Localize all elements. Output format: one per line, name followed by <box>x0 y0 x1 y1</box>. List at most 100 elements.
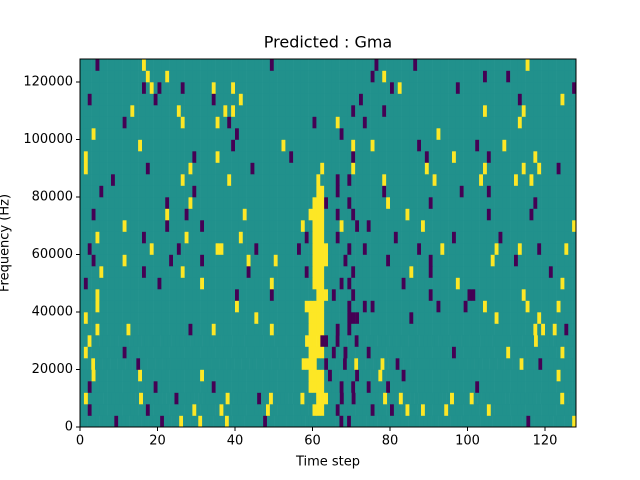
heatmap-cell <box>161 277 166 290</box>
heatmap-cell <box>188 59 193 71</box>
heatmap-cell <box>568 415 573 428</box>
heatmap-cell <box>455 162 461 175</box>
heatmap-cell <box>331 277 337 290</box>
heatmap-cell <box>145 381 151 393</box>
heatmap-cell <box>122 93 127 106</box>
heatmap-cell <box>196 70 201 83</box>
heatmap-cell <box>502 312 507 324</box>
heatmap-cell <box>544 392 549 405</box>
heatmap-cell <box>207 93 213 106</box>
heatmap-cell <box>83 266 89 278</box>
heatmap-cell <box>153 243 158 255</box>
heatmap-cell <box>107 381 112 393</box>
heatmap-cell <box>417 185 422 198</box>
heatmap-cell <box>339 185 344 198</box>
heatmap-cell <box>130 312 135 324</box>
heatmap-cell <box>537 197 542 209</box>
heatmap-cell <box>374 277 379 290</box>
heatmap-cell <box>324 93 329 106</box>
heatmap-cell <box>568 404 573 416</box>
heatmap-cell <box>149 369 154 382</box>
heatmap-cell <box>200 93 205 106</box>
heatmap-cell <box>502 381 507 393</box>
heatmap-cell <box>281 128 286 140</box>
heatmap-cell <box>506 116 511 129</box>
heatmap-cell <box>95 358 100 370</box>
heatmap-cell <box>552 220 557 232</box>
heatmap-cell <box>207 197 213 209</box>
heatmap-cell <box>545 335 550 347</box>
heatmap-cell <box>359 197 364 209</box>
heatmap-cell <box>556 82 561 94</box>
heatmap-cell <box>494 116 499 129</box>
heatmap-cell <box>556 392 561 405</box>
heatmap-cell <box>351 59 356 71</box>
heatmap-cell <box>277 197 282 209</box>
heatmap-cell <box>235 300 240 313</box>
heatmap-cell <box>328 231 333 244</box>
heatmap-cell <box>83 243 89 255</box>
heatmap-cell <box>207 289 213 301</box>
heatmap-cell <box>304 82 309 94</box>
heatmap-cell <box>553 415 558 428</box>
heatmap-cell <box>145 93 151 106</box>
heatmap-cell <box>463 266 468 278</box>
heatmap-cell <box>525 174 530 186</box>
heatmap-cell <box>312 59 317 71</box>
heatmap-cell <box>490 82 495 94</box>
heatmap-cell <box>475 105 480 117</box>
heatmap-cell <box>525 93 530 106</box>
heatmap-cell <box>95 323 100 336</box>
heatmap-cell <box>118 231 123 244</box>
heatmap-cell <box>173 70 178 83</box>
heatmap-cell <box>421 185 426 198</box>
heatmap-cell <box>529 346 534 359</box>
heatmap-cell <box>568 369 573 382</box>
heatmap-cell <box>204 208 209 221</box>
heatmap-cell <box>541 300 546 313</box>
heatmap-cell <box>192 254 197 267</box>
heatmap-cell <box>99 231 104 244</box>
heatmap-cell <box>436 151 441 163</box>
heatmap-cell <box>250 381 255 393</box>
heatmap-cell <box>347 128 352 140</box>
heatmap-cell <box>328 369 333 382</box>
heatmap-cell <box>103 289 108 301</box>
heatmap-cell <box>390 116 395 129</box>
heatmap-cell <box>401 105 406 117</box>
heatmap-cell <box>490 289 495 301</box>
heatmap-cell <box>173 162 178 175</box>
heatmap-cell <box>545 369 550 382</box>
heatmap-cell <box>316 116 321 129</box>
heatmap-cell <box>471 197 476 209</box>
heatmap-cell <box>138 151 143 163</box>
heatmap-cell <box>122 82 127 94</box>
heatmap-cell <box>428 174 433 186</box>
heatmap-cell <box>173 185 178 198</box>
heatmap-cell <box>107 220 112 232</box>
heatmap-cell <box>223 105 228 117</box>
heatmap-cell <box>161 381 166 393</box>
heatmap-cell <box>548 312 554 324</box>
heatmap-cell <box>134 70 139 83</box>
heatmap-cell <box>486 404 492 416</box>
heatmap-cell <box>490 151 495 163</box>
heatmap-cell <box>479 243 484 255</box>
heatmap-cell <box>273 70 278 83</box>
heatmap-cell <box>242 105 247 117</box>
heatmap-cell <box>250 312 255 324</box>
heatmap-cell <box>335 358 340 370</box>
heatmap-cell <box>200 70 205 83</box>
heatmap-cell <box>347 300 352 313</box>
heatmap-cell <box>259 335 264 347</box>
heatmap-cell <box>320 162 325 175</box>
heatmap-cell <box>467 323 472 336</box>
heatmap-cell <box>335 392 341 405</box>
heatmap-cell <box>215 197 220 209</box>
heatmap-cell <box>409 70 414 83</box>
heatmap-cell <box>564 392 569 405</box>
heatmap-cell <box>572 312 577 324</box>
heatmap-cell <box>328 392 333 405</box>
heatmap-cell <box>386 162 391 175</box>
heatmap-cell <box>103 220 108 232</box>
